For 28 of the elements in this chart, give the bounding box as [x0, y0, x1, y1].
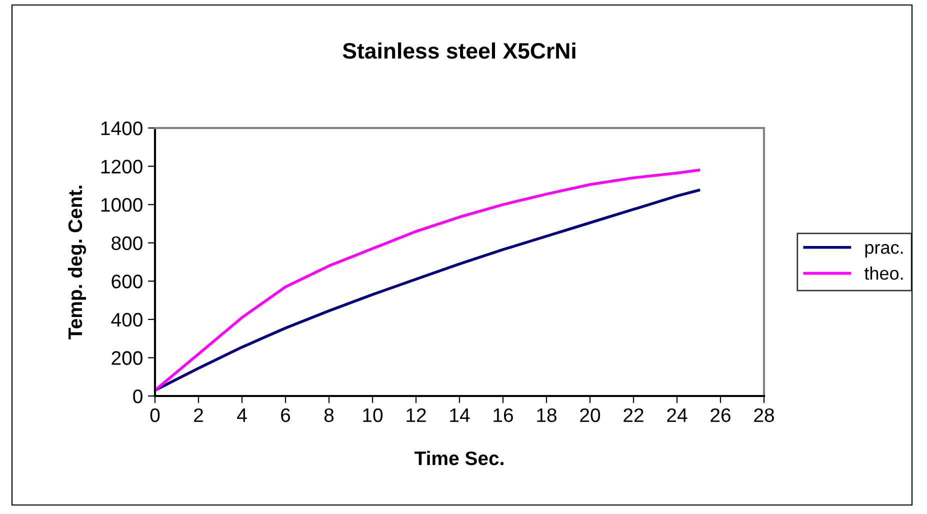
x-tick-label: 10: [363, 408, 383, 422]
x-tick-label: 8: [324, 408, 334, 422]
x-axis-title: Time Sec.: [414, 450, 504, 466]
chart-title: Stainless steel X5CrNi: [342, 42, 576, 59]
x-tick-label: 0: [150, 408, 160, 422]
x-tick-label: 24: [667, 408, 688, 422]
x-tick-label: 20: [580, 408, 600, 422]
y-tick-label: 600: [112, 274, 142, 288]
x-tick-label: 16: [494, 408, 513, 422]
y-tick-label: 1200: [101, 160, 142, 174]
x-tick-label: 18: [537, 408, 556, 422]
y-tick-label: 800: [112, 236, 142, 250]
x-tick-label: 28: [754, 408, 774, 422]
x-tick-label: 22: [624, 408, 644, 422]
y-tick-label: 400: [111, 312, 142, 327]
y-tick-label: 0: [133, 389, 142, 404]
x-tick-label: 6: [281, 408, 290, 422]
legend-label: prac.: [865, 244, 903, 258]
y-tick-label: 1000: [101, 198, 142, 212]
x-tick-label: 12: [406, 408, 426, 422]
y-tick-label: 1400: [101, 121, 142, 136]
x-tick-label: 26: [710, 408, 730, 422]
x-tick-label: 4: [237, 408, 247, 422]
y-axis-title: Temp. deg. Cent.: [68, 186, 86, 340]
legend-label: theo.: [864, 266, 903, 280]
x-tick-label: 2: [194, 408, 203, 422]
x-tick-label: 14: [450, 408, 470, 422]
y-tick-label: 200: [112, 351, 142, 365]
